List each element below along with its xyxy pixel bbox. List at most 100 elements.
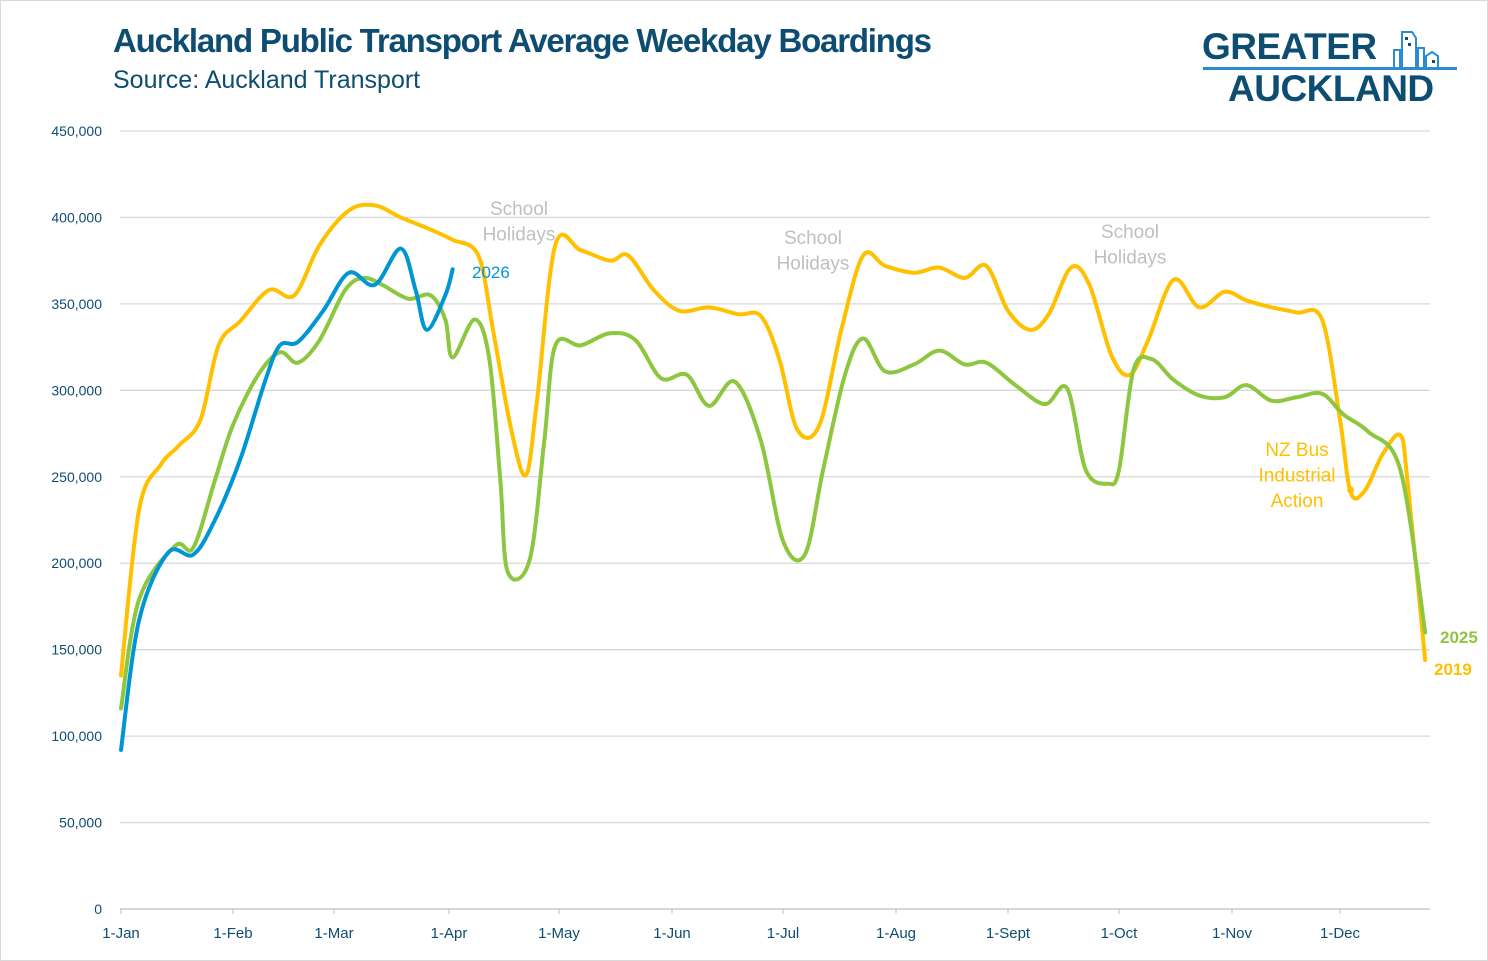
data-point-2026 — [278, 343, 282, 347]
data-point-2025 — [1084, 468, 1088, 472]
data-point-2019 — [1405, 478, 1409, 482]
data-point-2025 — [443, 317, 447, 321]
x-tick-label: 1-May — [538, 925, 580, 942]
data-point-2026 — [451, 267, 455, 271]
city-skyline-icon — [1393, 31, 1439, 68]
data-point-2019 — [963, 276, 967, 280]
data-point-2019 — [1197, 305, 1201, 309]
data-point-2025 — [707, 404, 711, 408]
data-point-2019 — [535, 399, 539, 403]
y-tick-label: 300,000 — [51, 382, 102, 398]
data-point-2025 — [1150, 357, 1154, 361]
series-label-2026: 2026 — [472, 263, 510, 282]
data-point-2019 — [198, 418, 202, 422]
school-holidays-annotation: School Holidays — [483, 199, 556, 246]
data-point-2019 — [267, 288, 271, 292]
data-point-2019 — [451, 238, 455, 242]
data-point-2019 — [1028, 328, 1032, 332]
data-point-2025 — [1132, 368, 1136, 372]
data-point-2026 — [119, 748, 123, 752]
data-point-2025 — [1320, 392, 1324, 396]
x-tick-label: 1-Apr — [431, 925, 468, 942]
annotation-text: School — [1101, 222, 1159, 243]
annotation-text: Holidays — [1094, 248, 1167, 269]
data-point-2025 — [821, 468, 825, 472]
data-point-2025 — [1043, 402, 1047, 406]
data-point-2025 — [119, 706, 123, 710]
data-point-2025 — [487, 357, 491, 361]
data-point-2025 — [428, 293, 432, 297]
series-line-2019 — [119, 202, 1428, 678]
data-point-2019 — [491, 328, 495, 332]
data-point-2026 — [137, 618, 141, 622]
y-tick-label: 0 — [94, 901, 102, 917]
x-tick-label: 1-Sept — [986, 925, 1031, 942]
data-point-2019 — [1006, 309, 1010, 313]
data-point-2019 — [238, 319, 242, 323]
series-line-2026 — [119, 246, 455, 752]
data-point-2026 — [399, 247, 403, 251]
y-tick-label: 450,000 — [51, 123, 102, 139]
data-point-2025 — [1366, 430, 1370, 434]
data-point-2025 — [256, 373, 260, 377]
data-point-2019 — [347, 209, 351, 213]
y-tick-label: 150,000 — [51, 642, 102, 658]
data-point-2019 — [777, 357, 781, 361]
greater-auckland-logo: GREATER AUCKLAND — [1200, 26, 1460, 109]
data-point-2019 — [159, 463, 163, 467]
data-point-2019 — [1423, 658, 1427, 662]
data-point-2019 — [1110, 354, 1114, 358]
annotation-text: NZ Bus — [1265, 440, 1328, 461]
data-point-2019 — [737, 312, 741, 316]
data-point-2025 — [1197, 394, 1201, 398]
data-point-2019 — [476, 253, 480, 257]
data-point-2019 — [796, 428, 800, 432]
data-point-2025 — [1398, 468, 1402, 472]
data-point-2019 — [1223, 290, 1227, 294]
data-point-2019 — [1381, 452, 1385, 456]
data-point-2025 — [937, 349, 941, 353]
data-point-2019 — [912, 271, 916, 275]
data-point-2026 — [166, 551, 170, 555]
industrial-action-annotation: NZ Bus Industrial Action — [1258, 440, 1355, 512]
data-point-2025 — [1172, 378, 1176, 382]
data-point-2025 — [553, 343, 557, 347]
data-point-2025 — [608, 331, 612, 335]
data-point-2025 — [1065, 387, 1069, 391]
data-point-2019 — [428, 228, 432, 232]
data-point-2019 — [217, 343, 221, 347]
data-point-2019 — [553, 243, 557, 247]
chart-subtitle: Source: Auckland Transport — [113, 66, 421, 94]
data-point-2019 — [1146, 338, 1150, 342]
data-point-2019 — [1087, 283, 1091, 287]
data-point-2025 — [137, 598, 141, 602]
x-tick-label: 1-Jul — [767, 925, 800, 942]
y-tick-label: 200,000 — [51, 555, 102, 571]
data-point-2019 — [626, 253, 630, 257]
data-point-2019 — [1320, 317, 1324, 321]
data-point-2025 — [1106, 482, 1110, 486]
data-point-2025 — [231, 423, 235, 427]
data-point-2025 — [963, 362, 967, 366]
data-point-2025 — [843, 373, 847, 377]
data-point-2019 — [509, 428, 513, 432]
data-point-2025 — [318, 338, 322, 342]
data-point-2025 — [634, 338, 638, 342]
x-tick-label: 1-Jun — [653, 925, 691, 942]
data-point-2026 — [321, 309, 325, 313]
data-point-2026 — [296, 340, 300, 344]
data-point-2026 — [263, 378, 267, 382]
x-tick-label: 1-Feb — [213, 925, 252, 942]
data-point-2025 — [1423, 630, 1427, 634]
data-point-2025 — [912, 362, 916, 366]
data-point-2026 — [191, 553, 195, 557]
data-point-2025 — [343, 288, 347, 292]
data-point-2019 — [177, 444, 181, 448]
data-point-2025 — [473, 317, 477, 321]
data-point-2025 — [506, 570, 510, 574]
data-point-2026 — [414, 288, 418, 292]
data-point-2025 — [1244, 383, 1248, 387]
data-point-2019 — [883, 264, 887, 268]
annotation-text: School — [784, 228, 842, 249]
data-point-2025 — [191, 546, 195, 550]
